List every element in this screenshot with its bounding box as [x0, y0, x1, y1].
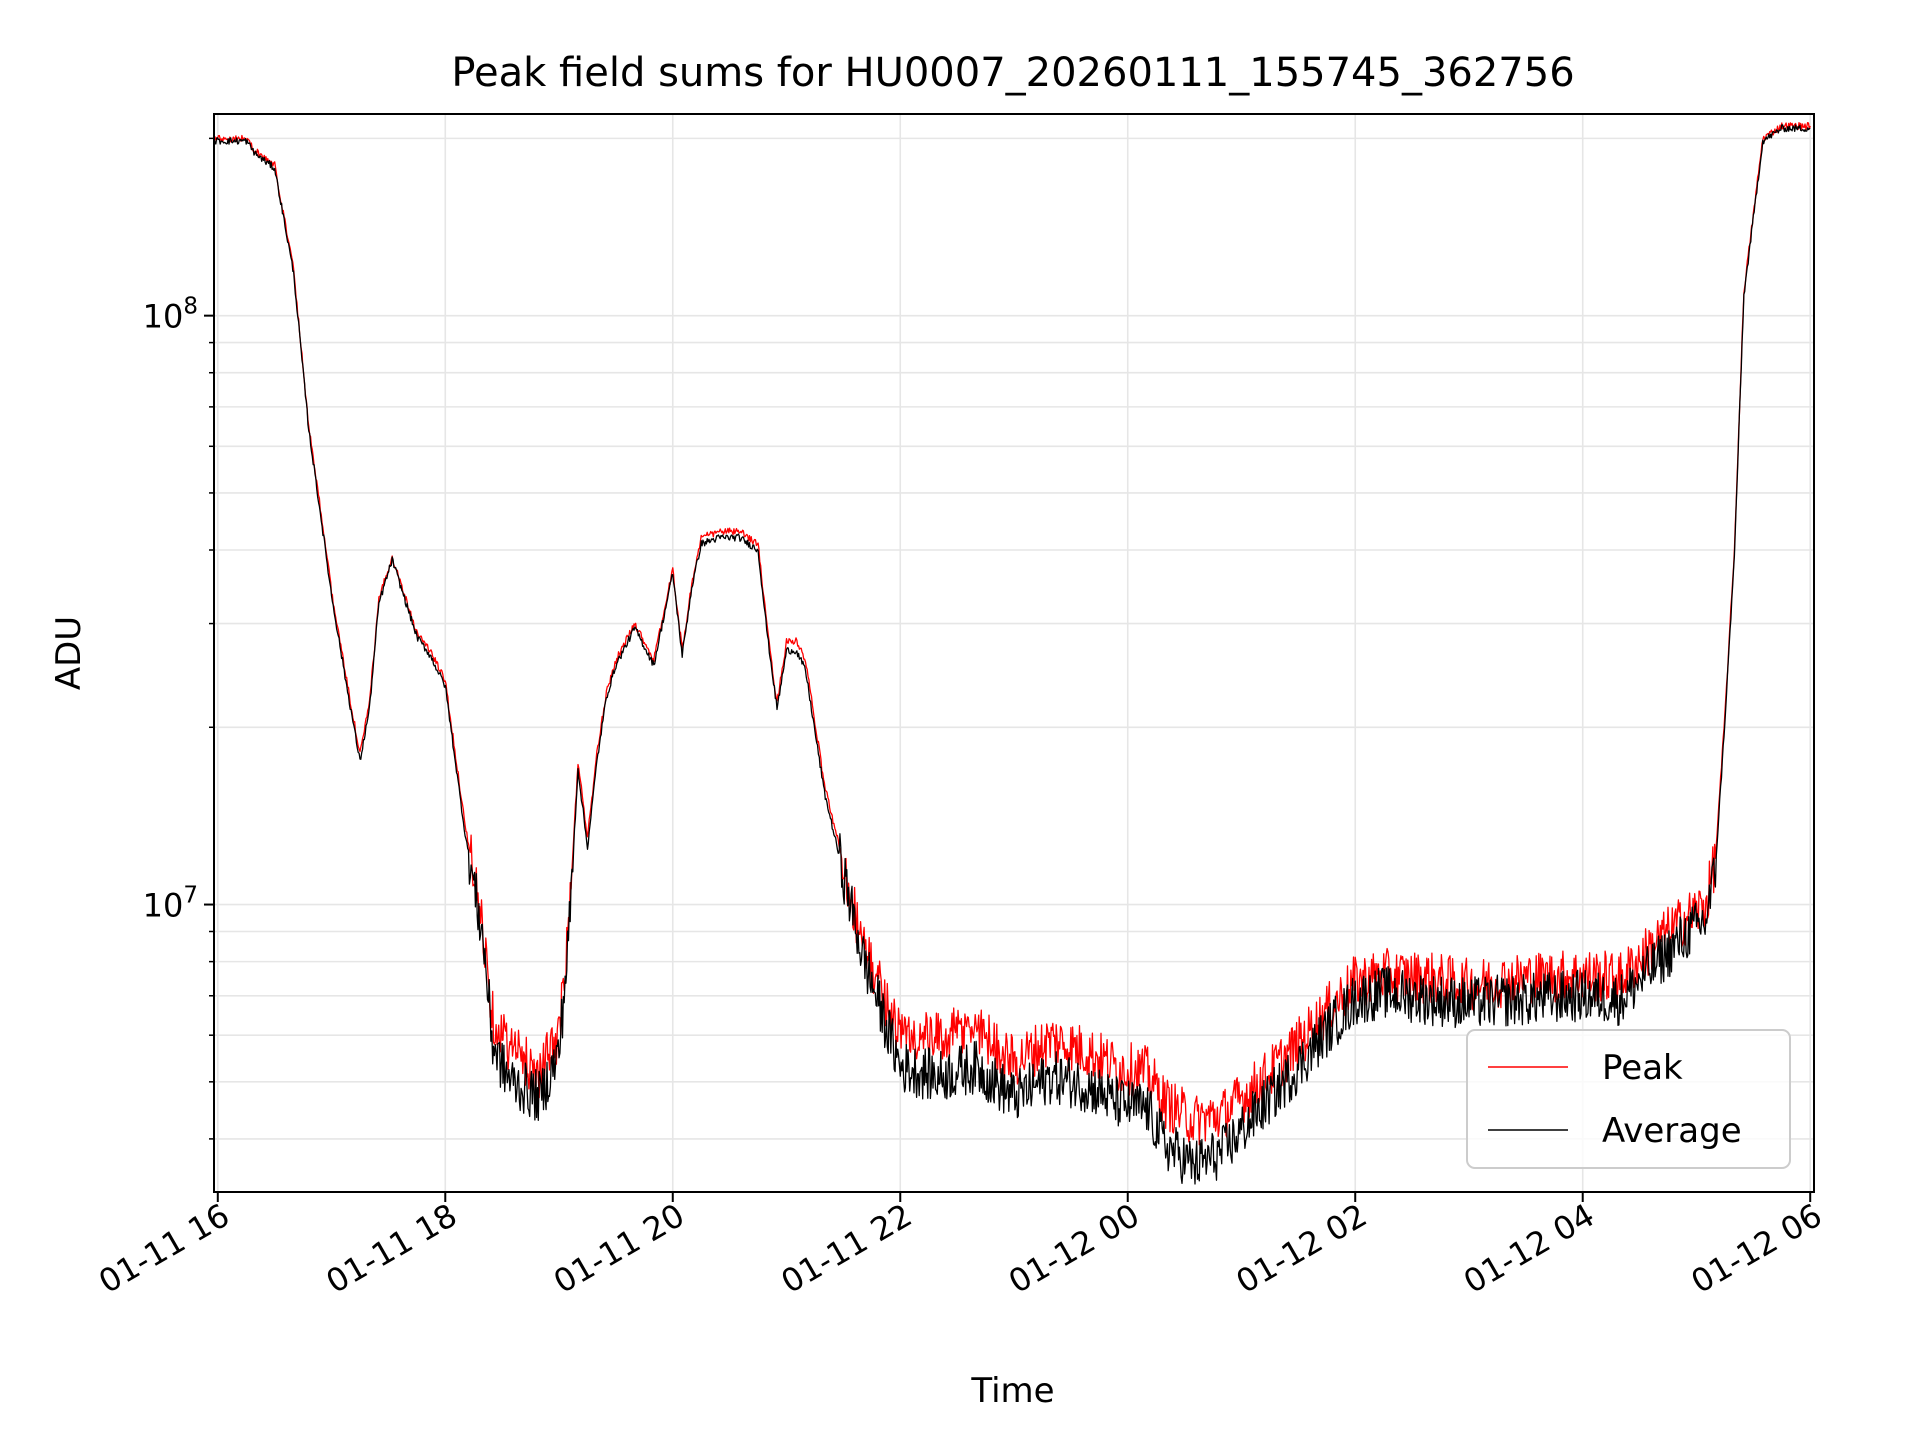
plot-frame [213, 113, 1815, 1193]
legend-label-average: Average [1602, 1111, 1742, 1151]
legend-box [1466, 1029, 1791, 1169]
x-axis-label: Time [970, 1371, 1054, 1411]
legend-label-peak: Peak [1602, 1048, 1683, 1088]
y-tick-label: 108 [143, 294, 198, 336]
series-line-average [214, 124, 1811, 1185]
series-layer [214, 121, 1811, 1185]
y-tick-label: 107 [143, 883, 198, 925]
grid [214, 114, 1814, 1192]
chart-title: Peak field sums for HU0007_20260111_1557… [451, 50, 1574, 96]
y-axis-label: ADU [49, 616, 89, 690]
legend: Peak Average [1466, 1029, 1791, 1169]
